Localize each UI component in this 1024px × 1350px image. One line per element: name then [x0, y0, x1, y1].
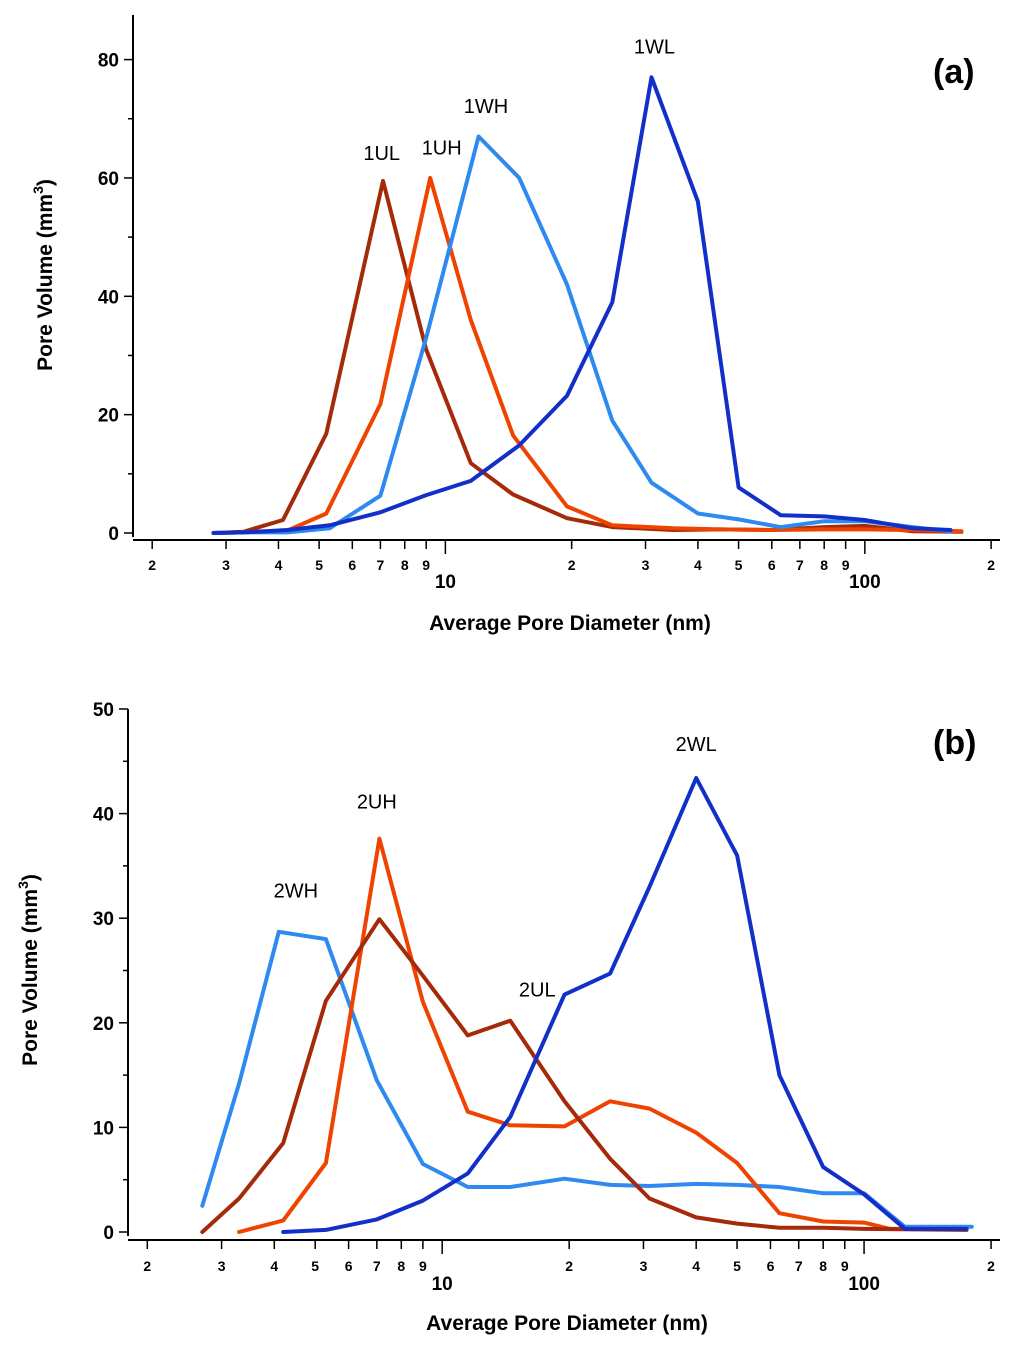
panel-b-series-2wh: [200, 929, 974, 1229]
panel-b-x-minor-tick-label: 8: [397, 1258, 405, 1274]
panel-a-y-axis-title-sup: 3: [30, 186, 46, 194]
panel-b-x-minor-tick-label: 2: [565, 1258, 573, 1274]
panel-b-x-minor-tick-label: 4: [692, 1258, 700, 1274]
panel-a-x-minor-tick-label: 4: [694, 557, 702, 573]
panel-a-x-minor-tick-label: 7: [377, 557, 385, 573]
panel-b-series-label-2uh: 2UH: [357, 791, 397, 813]
panel-a-y-axis-title-close: ): [34, 179, 57, 186]
panel-a-x-minor-tick-label: 8: [820, 557, 828, 573]
panel-b-x-minor-tick-label: 8: [819, 1258, 827, 1274]
panel-b-y-tick-label: 0: [103, 1223, 114, 1244]
panel-a-x-axis-title: Average Pore Diameter (nm): [429, 612, 711, 635]
panel-a-x-minor-tick-label: 6: [768, 557, 776, 573]
panel-a-x-minor-tick-label: 9: [422, 557, 430, 573]
panel-b-x-minor-tick-label: 6: [345, 1258, 353, 1274]
panel-b-x-minor-tick-label: 9: [841, 1258, 849, 1274]
panel-a-series-label-1uh: 1UH: [422, 137, 462, 159]
panel-a-y-axis-title: Pore Volume (mm3): [30, 179, 57, 371]
panel-a-x-minor-tick-label: 3: [642, 557, 650, 573]
panel-a-series-1uh: [211, 175, 964, 535]
panel-b-x-minor-tick-label: 3: [218, 1258, 226, 1274]
panel-a-x-minor-tick-label: 3: [222, 557, 230, 573]
panel-a-series-label-1wl: 1WL: [634, 37, 675, 59]
panel-a-x-minor-tick-label: 8: [401, 557, 409, 573]
panel-b-x-minor-tick-label: 7: [373, 1258, 381, 1274]
panel-b-x-major-tick-label: 100: [848, 1274, 880, 1295]
panel-a-series-1wl: [211, 75, 953, 535]
panel-a-x-minor-tick-label: 2: [568, 557, 576, 573]
panel-b-x-minor-tick-label: 5: [311, 1258, 319, 1274]
panel-a-y-tick-label: 0: [108, 524, 119, 545]
panel-b-y-tick-label: 40: [93, 805, 114, 826]
panel-b-y-axis-title-sup: 3: [15, 881, 31, 889]
panel-a-y-tick-label: 20: [98, 406, 119, 427]
panel-b-x-minor-tick-label: 5: [733, 1258, 741, 1274]
panel-a-x-minor-tick-label: 5: [315, 557, 323, 573]
panel-b-x-minor-tick-label: 9: [419, 1258, 427, 1274]
panel-a-x-minor-tick-label: 5: [735, 557, 743, 573]
panel-b-series-2uh: [237, 836, 969, 1234]
panel-b-x-minor-tick-label: 2: [143, 1258, 151, 1274]
panel-a-y-tick-label: 40: [98, 287, 119, 308]
panel-b-y-tick-label: 10: [93, 1118, 114, 1139]
panel-a-x-minor-tick-label: 7: [796, 557, 804, 573]
panel-b-x-minor-tick-label: 6: [767, 1258, 775, 1274]
panel-b-x-minor-tick-label: 3: [640, 1258, 648, 1274]
panel-a-x-minor-tick-label: 6: [348, 557, 356, 573]
panel-b-x-major-tick-label: 10: [432, 1274, 453, 1295]
panel-b-y-tick-label: 30: [93, 909, 114, 930]
panel-a-x-minor-tick-label: 4: [275, 557, 283, 573]
panel-b-x-axis-title: Average Pore Diameter (nm): [426, 1312, 708, 1335]
panel-a-x-minor-tick-label: 9: [842, 557, 850, 573]
panel-a-y-axis-title-main: Pore Volume (mm: [34, 194, 57, 371]
panel-a-x-major-tick-label: 10: [435, 572, 456, 593]
panel-a-series-label-1ul: 1UL: [363, 143, 400, 165]
panel-b-y-tick-label: 20: [93, 1014, 114, 1035]
panel-b-series-2ul: [200, 917, 969, 1234]
panel-b-series-2wl: [281, 776, 969, 1234]
panel-a-label: (a): [933, 53, 975, 91]
panel-b-series-label-2wl: 2WL: [676, 734, 717, 756]
panel-a-series-1ul: [211, 178, 964, 535]
panel-b-x-minor-tick-label: 2: [987, 1258, 995, 1274]
panel-a-x-minor-tick-label: 2: [987, 557, 995, 573]
panel-a-series-label-1wh: 1WH: [464, 96, 508, 118]
panel-a-y-tick-label: 60: [98, 169, 119, 190]
panel-b-y-axis-title-main: Pore Volume (mm: [19, 889, 42, 1066]
panel-b-label: (b): [933, 724, 976, 762]
panel-b-series-label-2wh: 2WH: [274, 880, 318, 902]
panel-b-series-label-2ul: 2UL: [519, 980, 556, 1002]
panel-b-y-tick-label: 50: [93, 700, 114, 721]
panel-a-series-1wh: [211, 134, 953, 535]
panel-b-y-axis-title-close: ): [19, 874, 42, 881]
panel-b-y-axis-title: Pore Volume (mm3): [15, 874, 42, 1066]
panel-b-x-minor-tick-label: 4: [270, 1258, 278, 1274]
panel-b-x-minor-tick-label: 7: [795, 1258, 803, 1274]
panel-a-y-tick-label: 80: [98, 51, 119, 72]
panel-a-x-major-tick-label: 100: [849, 572, 881, 593]
panel-a-x-minor-tick-label: 2: [148, 557, 156, 573]
